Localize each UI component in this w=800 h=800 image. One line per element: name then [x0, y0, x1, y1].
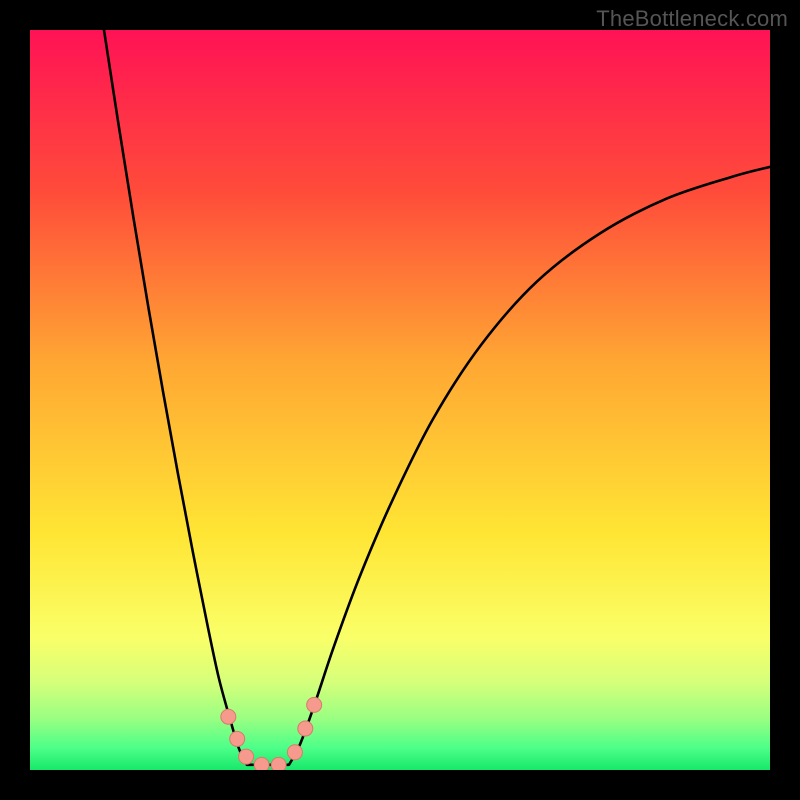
- marker-point: [221, 709, 236, 724]
- marker-point: [298, 721, 313, 736]
- marker-point: [307, 697, 322, 712]
- marker-point: [254, 757, 269, 770]
- curve-markers: [221, 697, 322, 770]
- chart-frame: TheBottleneck.com: [0, 0, 800, 800]
- marker-point: [230, 731, 245, 746]
- curve-layer: [30, 30, 770, 770]
- plot-area: [30, 30, 770, 770]
- watermark-text: TheBottleneck.com: [596, 6, 788, 32]
- marker-point: [239, 749, 254, 764]
- bottleneck-curve: [104, 30, 770, 765]
- marker-point: [271, 757, 286, 770]
- marker-point: [287, 745, 302, 760]
